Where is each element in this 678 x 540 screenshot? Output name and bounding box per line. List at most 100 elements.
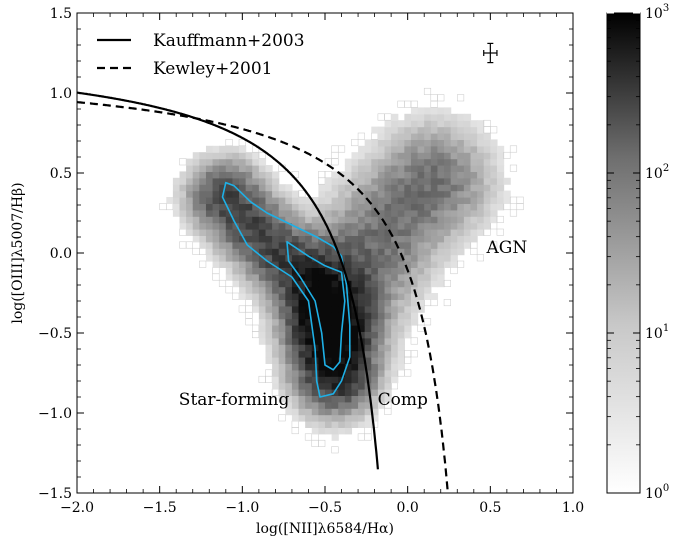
heatmap-bin bbox=[358, 293, 366, 300]
heatmap-bin bbox=[470, 139, 478, 147]
heatmap-bin bbox=[199, 235, 207, 243]
heatmap-bin bbox=[272, 363, 280, 371]
heatmap-bin bbox=[252, 280, 260, 288]
heatmap-bin bbox=[172, 184, 181, 192]
heatmap-bin bbox=[437, 113, 445, 121]
heatmap-bin bbox=[199, 222, 207, 230]
heatmap-bin bbox=[179, 190, 187, 198]
heatmap-bin bbox=[397, 261, 405, 268]
heatmap-bin bbox=[351, 357, 359, 364]
heatmap-bin bbox=[364, 216, 372, 224]
heatmap-bin bbox=[477, 152, 485, 160]
heatmap-bin bbox=[397, 248, 405, 256]
x-axis-ticks: −2.0 −1.5 −1.0 −0.5 0.0 0.5 1.0 bbox=[60, 13, 584, 516]
heatmap-bin bbox=[358, 241, 366, 249]
heatmap-bin bbox=[463, 241, 472, 249]
heatmap-bin bbox=[377, 363, 386, 371]
heatmap-bin bbox=[410, 280, 419, 288]
heatmap-bin bbox=[298, 235, 306, 243]
heatmap-bin bbox=[397, 293, 405, 300]
heatmap-bin bbox=[410, 171, 419, 179]
heatmap-bin bbox=[239, 229, 247, 236]
heatmap-bin bbox=[252, 165, 260, 172]
heatmap-bin bbox=[272, 203, 280, 211]
heatmap-bin bbox=[318, 325, 326, 332]
heatmap-bin bbox=[291, 235, 300, 243]
heatmap-bin bbox=[490, 152, 498, 160]
heatmap-bin bbox=[212, 222, 220, 230]
heatmap-bin bbox=[404, 325, 412, 332]
colorbar-gradient bbox=[606, 12, 641, 494]
heatmap-sparse-bin bbox=[457, 94, 465, 102]
heatmap-bin bbox=[298, 197, 306, 204]
heatmap-bin bbox=[172, 209, 181, 217]
error-bar-marker bbox=[483, 42, 498, 64]
heatmap-bin bbox=[371, 241, 379, 249]
heatmap-bin bbox=[325, 389, 333, 396]
heatmap-bin bbox=[285, 344, 293, 352]
heatmap-sparse-bin bbox=[410, 100, 418, 108]
heatmap-bin bbox=[410, 126, 419, 134]
heatmap-bin bbox=[364, 286, 372, 294]
heatmap-bin bbox=[477, 216, 485, 224]
heatmap-bin bbox=[212, 216, 220, 224]
heatmap-bin bbox=[364, 209, 372, 217]
heatmap-bin bbox=[338, 414, 346, 422]
heatmap-bin bbox=[265, 261, 273, 268]
heatmap-sparse-bin bbox=[509, 164, 518, 172]
heatmap-bin bbox=[199, 216, 207, 224]
heatmap-bin bbox=[298, 350, 306, 358]
heatmap-bin bbox=[186, 158, 194, 166]
heatmap-bin bbox=[410, 305, 419, 313]
heatmap-bin bbox=[351, 229, 359, 236]
heatmap-bin bbox=[477, 120, 485, 128]
heatmap-bin bbox=[278, 395, 286, 403]
heatmap-bin bbox=[298, 414, 306, 422]
heatmap-bin bbox=[470, 235, 478, 243]
heatmap-bin bbox=[186, 229, 194, 236]
heatmap-bin bbox=[437, 248, 445, 256]
heatmap-bin bbox=[311, 241, 319, 249]
heatmap-bin bbox=[417, 190, 425, 198]
heatmap-bin bbox=[265, 331, 273, 339]
curve-kewley-2001 bbox=[77, 101, 449, 493]
heatmap-bin bbox=[239, 203, 247, 211]
heatmap-bin bbox=[430, 254, 439, 262]
heatmap-bin bbox=[417, 107, 425, 115]
heatmap-bin bbox=[397, 241, 405, 249]
heatmap-bin bbox=[457, 197, 465, 204]
heatmap-bin bbox=[344, 254, 353, 262]
heatmap-bin bbox=[477, 197, 485, 204]
heatmap-bin bbox=[252, 305, 260, 313]
heatmap-bin bbox=[371, 235, 379, 243]
heatmap-bin bbox=[285, 184, 293, 192]
heatmap-bin bbox=[331, 273, 339, 281]
heatmap-bin bbox=[470, 171, 478, 179]
heatmap-bin bbox=[232, 273, 240, 281]
heatmap-bin bbox=[364, 414, 372, 422]
heatmap-bin bbox=[338, 344, 346, 352]
heatmap-bin bbox=[298, 344, 306, 352]
heatmap-bin bbox=[404, 229, 412, 236]
heatmap-bin bbox=[252, 267, 260, 275]
heatmap-bin bbox=[371, 280, 379, 288]
heatmap-bin bbox=[179, 184, 187, 192]
heatmap-bin bbox=[384, 235, 392, 243]
heatmap-bin bbox=[364, 139, 372, 147]
heatmap-bin bbox=[450, 113, 458, 121]
heatmap-bin bbox=[391, 177, 399, 185]
heatmap-bin bbox=[318, 190, 326, 198]
heatmap-bin bbox=[298, 267, 306, 275]
heatmap-bin bbox=[305, 267, 313, 275]
heatmap-bin bbox=[384, 216, 392, 224]
heatmap-bin bbox=[470, 133, 478, 140]
heatmap-bin bbox=[371, 286, 379, 294]
heatmap-bin bbox=[298, 222, 306, 230]
heatmap-bin bbox=[371, 293, 379, 300]
heatmap-bin bbox=[371, 414, 379, 422]
heatmap-bin bbox=[457, 184, 465, 192]
heatmap-bin bbox=[212, 209, 220, 217]
heatmap-bin bbox=[245, 152, 253, 160]
heatmap-bin bbox=[252, 254, 260, 262]
x-tick-label: −1.0 bbox=[225, 500, 259, 516]
